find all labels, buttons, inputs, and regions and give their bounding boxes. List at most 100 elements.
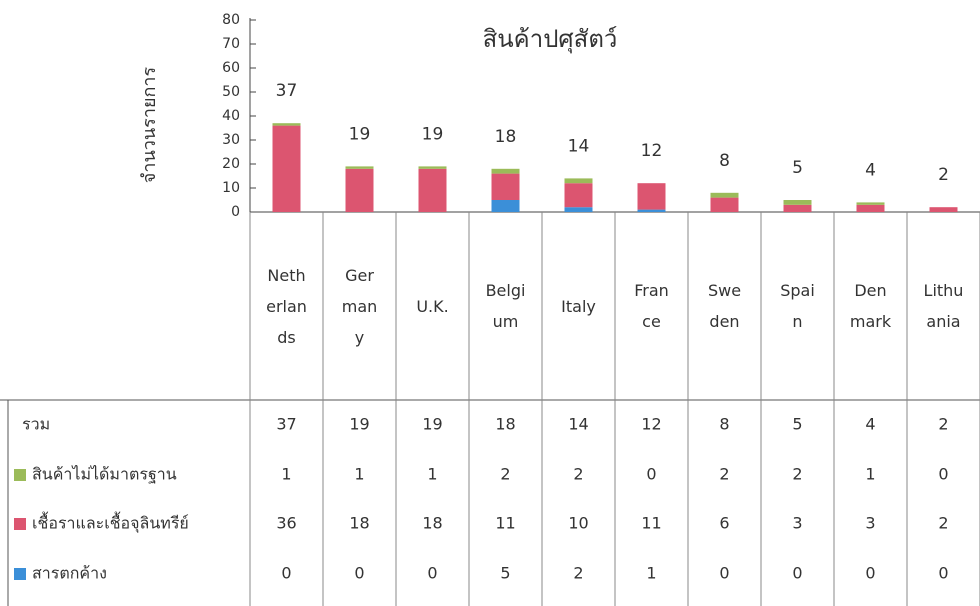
x-tick-text: U.K.	[416, 296, 449, 316]
data-label: 19	[349, 124, 371, 144]
data-label: 37	[276, 81, 298, 101]
table-cell: 11	[495, 514, 515, 533]
data-label: 5	[792, 158, 803, 178]
x-tick-label: France	[615, 214, 688, 398]
y-tick-label: 80	[222, 12, 240, 28]
table-cell: 2	[938, 415, 948, 434]
bar-segment	[345, 168, 374, 212]
data-label: 12	[641, 141, 663, 161]
table-cell: 12	[641, 415, 661, 434]
table-cell: 36	[276, 514, 296, 533]
table-cell: 2	[573, 564, 583, 583]
table-cell: 0	[938, 564, 948, 583]
table-cell: 11	[641, 514, 661, 533]
table-cell: 2	[792, 465, 802, 484]
y-tick-label: 0	[231, 204, 240, 220]
x-tick-text: Netherlands	[266, 265, 307, 347]
data-label: 8	[719, 151, 730, 171]
table-cell: 1	[427, 465, 437, 484]
table-cell: 2	[573, 465, 583, 484]
data-label: 19	[422, 124, 444, 144]
table-cell: 19	[422, 415, 442, 434]
data-label: 14	[568, 136, 590, 156]
table-cell: 5	[500, 564, 510, 583]
legend-swatch	[14, 518, 26, 530]
x-tick-text: Belgium	[485, 281, 526, 331]
table-cell: 0	[938, 465, 948, 484]
legend-swatch	[14, 568, 26, 580]
x-tick-text: Germany	[341, 265, 378, 347]
x-tick-label: Italy	[542, 214, 615, 398]
legend-label: สินค้าไม่ได้มาตรฐาน	[32, 465, 177, 484]
table-cell: 0	[281, 564, 291, 583]
table-cell: 3	[792, 514, 802, 533]
y-tick-label: 70	[222, 36, 240, 52]
bar-segment	[491, 173, 520, 200]
table-cell: 0	[719, 564, 729, 583]
table-cell: 1	[646, 564, 656, 583]
legend-swatch	[14, 469, 26, 481]
x-tick-label: U.K.	[396, 214, 469, 398]
y-tick-label: 40	[222, 108, 240, 124]
x-tick-text: Denmark	[849, 281, 892, 331]
table-cell: 0	[646, 465, 656, 484]
table-cell: 5	[792, 415, 802, 434]
table-cell: 10	[568, 514, 588, 533]
y-axis-label: จำนวนรายการ	[139, 66, 160, 183]
chart-title: สินค้าปศุสัตว์	[483, 25, 618, 54]
y-tick-label: 50	[222, 84, 240, 100]
table-cell: 18	[422, 514, 442, 533]
bar-segment	[710, 197, 739, 212]
bar-segment	[564, 178, 593, 184]
x-tick-text: Spain	[780, 281, 815, 331]
table-cell: 2	[719, 465, 729, 484]
bar-segment	[856, 202, 885, 205]
row-label: รวม	[22, 415, 50, 434]
table-cell: 19	[349, 415, 369, 434]
x-tick-label: Germany	[323, 214, 396, 398]
legend-label: เชื้อราและเชื้อจุลินทรีย์	[32, 512, 189, 534]
table-cell: 18	[349, 514, 369, 533]
x-tick-label: Denmark	[834, 214, 907, 398]
table-cell: 0	[865, 564, 875, 583]
table-cell: 37	[276, 415, 296, 434]
bar-segment	[783, 200, 812, 205]
x-tick-label: Lithuania	[907, 214, 980, 398]
bar-segment	[491, 168, 520, 174]
legend-label: สารตกค้าง	[32, 564, 107, 583]
table-cell: 0	[792, 564, 802, 583]
bar-segment	[783, 204, 812, 212]
x-tick-text: Italy	[561, 296, 596, 316]
table-cell: 0	[354, 564, 364, 583]
bar-segment	[272, 123, 301, 126]
table-cell: 0	[427, 564, 437, 583]
bar-segment	[418, 166, 447, 169]
table-cell: 1	[354, 465, 364, 484]
bar-segment	[564, 207, 593, 212]
x-tick-label: Netherlands	[250, 214, 323, 398]
table-cell: 2	[938, 514, 948, 533]
y-tick-label: 20	[222, 156, 240, 172]
table-cell: 1	[281, 465, 291, 484]
x-tick-text: France	[634, 281, 669, 331]
bar-segment	[929, 207, 958, 212]
table-cell: 8	[719, 415, 729, 434]
bar-segment	[856, 204, 885, 212]
data-label: 18	[495, 127, 517, 147]
x-tick-text: Lithuania	[923, 281, 964, 331]
table-cell: 14	[568, 415, 588, 434]
data-label: 2	[938, 165, 949, 185]
y-tick-label: 60	[222, 60, 240, 76]
bar-segment	[710, 192, 739, 198]
data-label: 4	[865, 160, 876, 180]
bar-segment	[637, 209, 666, 212]
bar-segment	[564, 183, 593, 208]
bar-segment	[491, 200, 520, 212]
x-tick-label: Belgium	[469, 214, 542, 398]
bar-segment	[272, 125, 301, 212]
y-tick-label: 30	[222, 132, 240, 148]
bar-segment	[345, 166, 374, 169]
bar-segment	[637, 183, 666, 210]
